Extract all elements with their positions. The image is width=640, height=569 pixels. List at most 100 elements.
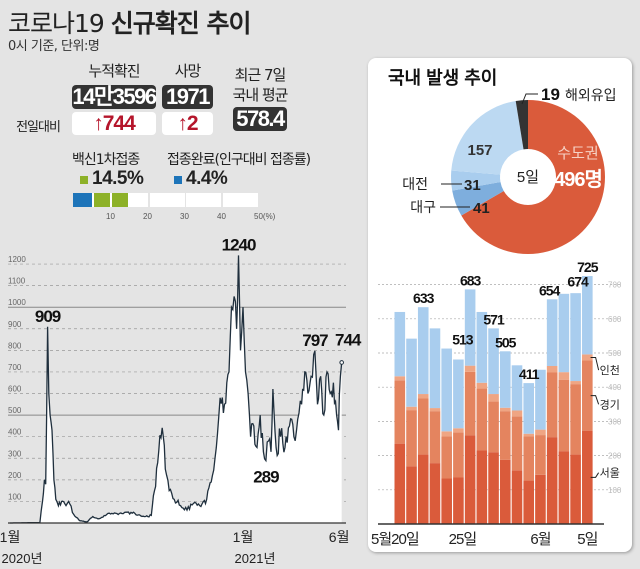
bar-segment (488, 328, 499, 395)
cumulative-change: ↑744 (72, 112, 156, 135)
y-tick-label: 500 (8, 406, 22, 415)
slice-name: 대구 (410, 199, 436, 215)
bar-segment (511, 410, 523, 417)
bar-segment (546, 299, 558, 366)
vaccine-scale-cell (186, 193, 222, 207)
bar-segment (441, 431, 452, 437)
y-tick-label: 1100 (8, 277, 26, 286)
leader-line (521, 93, 538, 105)
y-tick-label: 200 (8, 471, 22, 480)
vaccine-tick: 30 (180, 212, 189, 221)
y-tick-label: 500 (608, 349, 622, 358)
y-tick-label: 400 (8, 428, 22, 437)
cases-line (10, 255, 343, 524)
bar-data-label: 683 (460, 272, 482, 288)
bar-segment (499, 407, 511, 412)
deaths-label: 사망 (174, 62, 202, 80)
bar-segment (582, 276, 593, 355)
bar-segment (511, 416, 523, 471)
bar-segment (523, 480, 535, 524)
title-light: 코로나19 (8, 9, 105, 38)
bar-segment (523, 383, 535, 434)
bar-segment (546, 372, 558, 438)
y-tick-label: 700 (8, 363, 22, 372)
y-tick-label: 900 (8, 320, 22, 329)
x-tick-label: 6월 (530, 531, 550, 548)
bar-segment (453, 428, 464, 433)
data-label: 289 (253, 468, 279, 487)
full-dose-legend-icon (174, 176, 182, 184)
bar-segment (417, 454, 429, 524)
y-tick-label: 600 (8, 385, 22, 394)
bar-segment (499, 351, 511, 408)
bar-segment (488, 401, 499, 453)
region-label: 서울 (600, 467, 620, 480)
bar-segment (464, 435, 476, 524)
bar-segment (429, 463, 441, 524)
y-tick-label: 400 (608, 383, 622, 392)
bar-segment (464, 365, 476, 372)
y-tick-label: 100 (608, 486, 622, 495)
x-tick-label: 1월 (0, 529, 20, 545)
bar-segment (488, 452, 499, 524)
y-tick-label: 100 (8, 492, 22, 501)
subtitle: 0시 기준, 단위:명 (8, 39, 100, 54)
bar-segment (441, 436, 452, 479)
y-tick-label: 300 (8, 449, 22, 458)
daily-change-label: 전일대비 (16, 120, 61, 135)
bar-segment (464, 371, 476, 436)
daily-cases-line-chart: 100 200 300 400 500 600 700 800 900 1000 1100 1200 9… (0, 235, 363, 566)
bar-segment (429, 328, 441, 409)
pie-center-label: 5일 (517, 169, 539, 186)
area-fill (10, 255, 342, 523)
bar-segment (476, 450, 488, 524)
vaccine-tick: 20 (143, 212, 152, 221)
bar-segment (535, 435, 546, 475)
vaccine-scale-cell (149, 193, 185, 207)
bar-segment (582, 430, 593, 524)
x-tick-label: 5월20일 (371, 531, 419, 548)
bar-segment (453, 432, 464, 478)
bar-segment (570, 293, 581, 382)
bar-segment (558, 379, 570, 452)
bar-segment (570, 381, 581, 385)
bar-segment (441, 348, 452, 432)
bar-segment (406, 406, 417, 411)
bar-data-label: 725 (577, 259, 599, 275)
bar-segment (406, 338, 417, 407)
bar-segment (546, 437, 558, 524)
vaccine-scale-cell (223, 193, 259, 207)
bar-segment (453, 359, 464, 429)
vaccine-full-label: 접종완료(인구대비 접종률) (167, 152, 311, 168)
domestic-charts: 국내 발생 추이 5일 수도권 496명 41 대구 31 대전 157 19 해외유입 100 200… (371, 68, 622, 548)
bar-segment (535, 429, 546, 436)
slice-name: 대전 (402, 176, 428, 192)
vaccine-first-label: 백신1차접종 (72, 152, 140, 168)
pie-slice (451, 170, 501, 191)
y-tick-label: 1000 (8, 298, 26, 307)
y-tick-label: 600 (608, 315, 622, 324)
x-tick-label: 1월 (233, 529, 254, 545)
vaccine-progress-bar (73, 193, 259, 207)
bar-segment (570, 384, 581, 455)
bar-segment (511, 470, 523, 524)
bar-segment (394, 443, 406, 524)
bar-segment (394, 380, 406, 444)
full-dose-fill (73, 193, 93, 207)
bar-segment (523, 436, 535, 481)
slice-name: 수도권 (557, 145, 598, 162)
slice-value: 496명 (554, 168, 602, 191)
bar-segment (535, 474, 546, 524)
last-point-marker (339, 360, 344, 365)
bar-segment (394, 376, 406, 381)
bar-segment (499, 459, 511, 524)
vaccine-full-value: 4.4% (186, 168, 228, 189)
bar-segment (488, 394, 499, 402)
avg-value: 578.4 (233, 107, 287, 131)
bar-segment (558, 293, 570, 373)
bar-segment (476, 388, 488, 451)
data-label: 744 (335, 330, 362, 349)
bar-segment (464, 289, 476, 366)
y-tick-label: 1200 (8, 255, 26, 264)
first-dose-legend-icon (80, 176, 88, 184)
